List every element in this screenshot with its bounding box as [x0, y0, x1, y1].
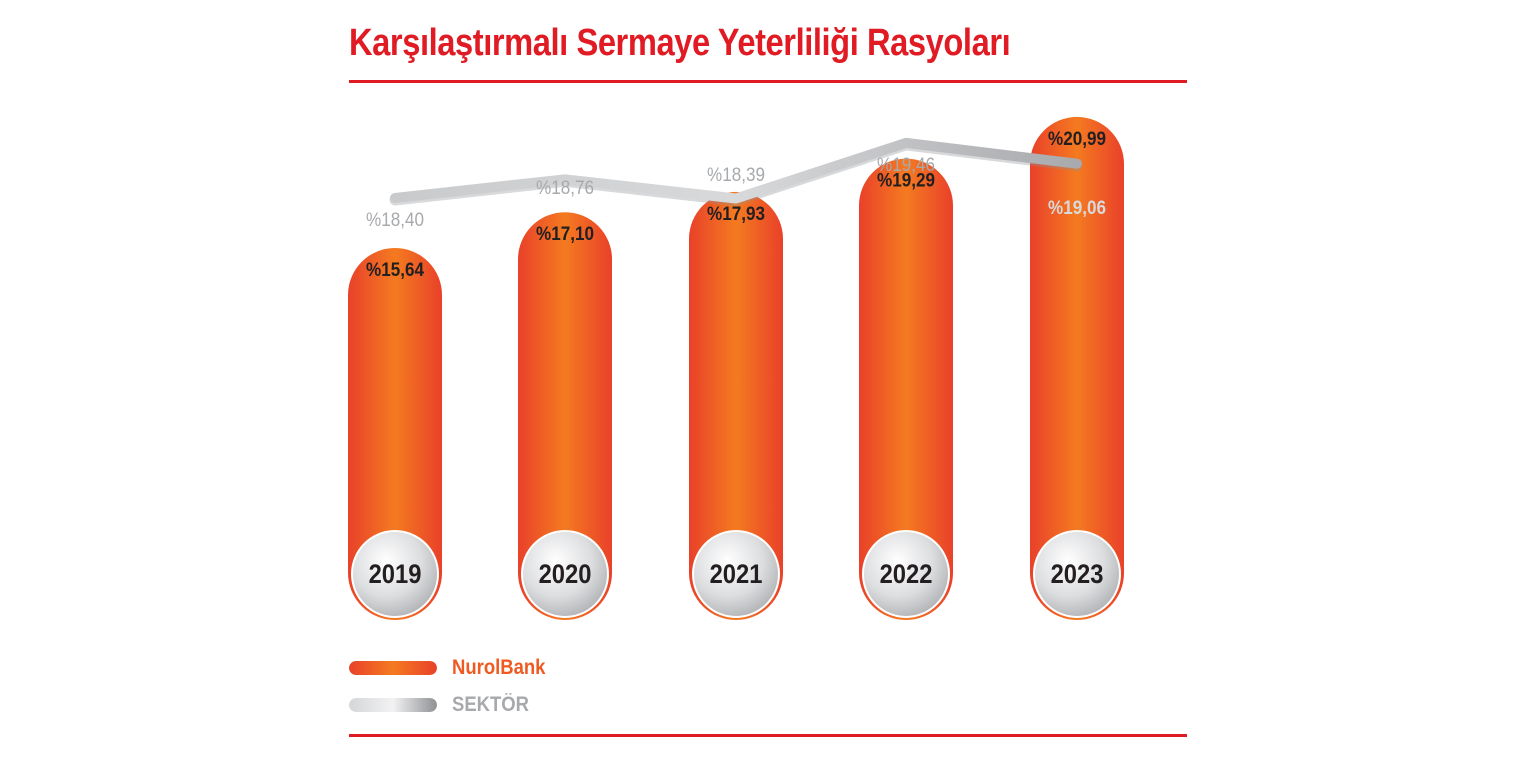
legend-swatch-sector [349, 698, 437, 712]
year-disc-2019 [351, 530, 439, 618]
year-disc-2020 [521, 530, 609, 618]
data-label-sektor-2022: %19,46 [877, 154, 935, 175]
data-label-nurolbank-2022: %19,29 [877, 170, 935, 191]
data-label-nurolbank-2021: %17,93 [707, 203, 765, 224]
title-divider [349, 80, 1187, 83]
year-label-2023: 2023 [1051, 560, 1104, 590]
data-label-nurolbank-2023: %20,99 [1048, 128, 1106, 149]
year-label-2020: 2020 [539, 560, 592, 590]
legend-label-sector: SEKTÖR [452, 693, 530, 716]
year-disc-2022 [862, 530, 950, 618]
bar-nurolbank-2019 [348, 248, 442, 620]
bar-nurolbank-2020 [518, 212, 612, 621]
data-label-nurolbank-2020: %17,10 [536, 223, 594, 244]
year-label-2022: 2022 [880, 560, 933, 590]
line-sektor [390, 137, 1082, 204]
bar-nurolbank-2023 [1030, 116, 1124, 621]
legend-swatch-bank [349, 661, 437, 675]
data-label-sektor-2021: %18,39 [707, 164, 765, 185]
data-label-nurolbank-2019: %15,64 [366, 259, 424, 280]
year-label-2021: 2021 [710, 560, 763, 590]
legend-label-bank: NurolBank [452, 656, 546, 679]
bar-nurolbank-2021 [689, 191, 783, 620]
year-disc-2023 [1033, 530, 1121, 618]
data-label-sektor-2019: %18,40 [366, 209, 424, 230]
data-label-sektor-2023: %19,06 [1048, 197, 1106, 218]
footer-divider [349, 734, 1187, 737]
data-label-sektor-2020: %18,76 [536, 177, 594, 198]
chart-title: Karşılaştırmalı Sermaye Yeterliliği Rasy… [349, 22, 1011, 64]
bar-nurolbank-2022 [859, 158, 953, 620]
year-label-2019: 2019 [369, 560, 422, 590]
year-disc-2021 [692, 530, 780, 618]
